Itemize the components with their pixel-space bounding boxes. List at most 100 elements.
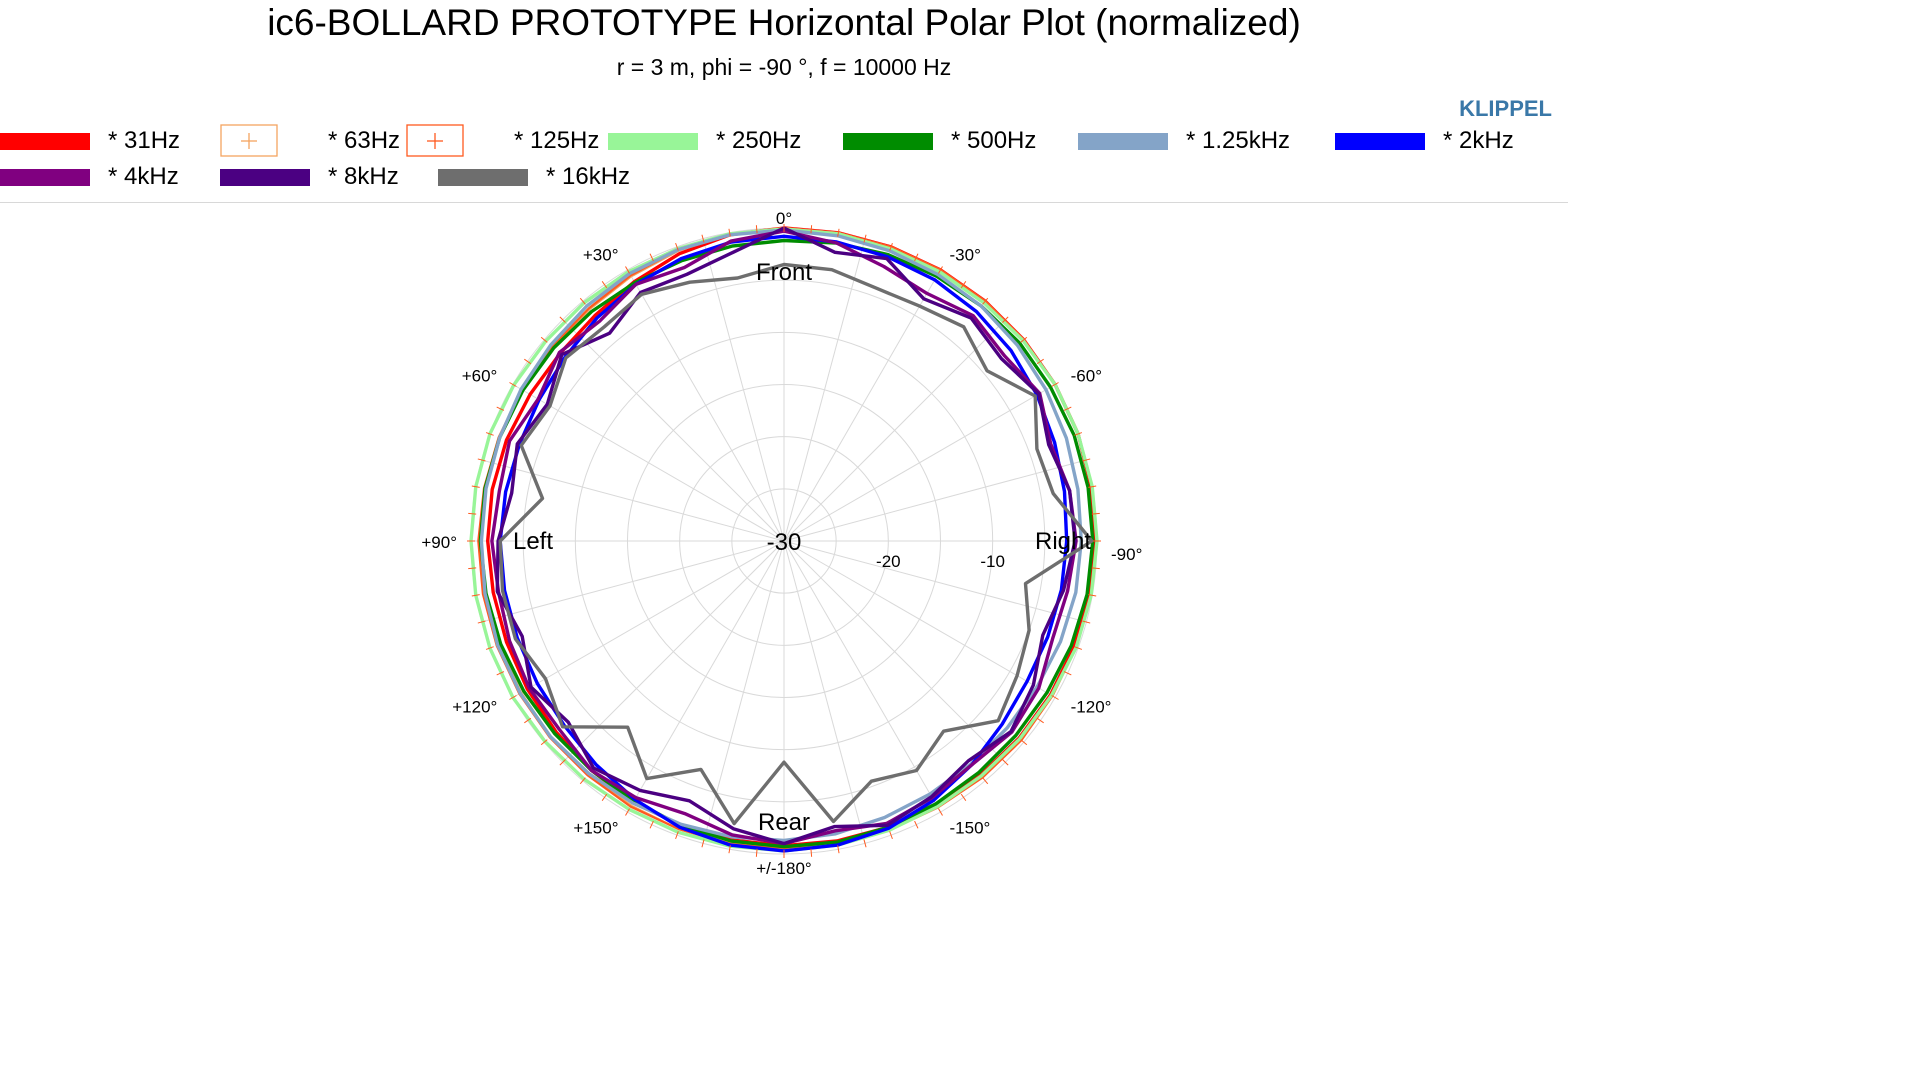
angle-tick [938, 266, 943, 274]
angle-tick-label: +90° [421, 533, 457, 552]
series-line [478, 238, 1095, 849]
angle-tick [889, 831, 893, 840]
series-line [495, 226, 1077, 846]
angle-tick [649, 820, 654, 829]
grid-spoke [783, 540, 1087, 623]
angle-tick [579, 777, 586, 785]
angle-tick [1091, 567, 1100, 570]
grid-spoke [702, 540, 785, 844]
angle-tick [1082, 620, 1091, 624]
angle-tick [477, 620, 486, 624]
angle-tick [810, 848, 813, 857]
divider [0, 202, 1568, 203]
angle-tick [675, 242, 679, 251]
angle-tick [675, 831, 679, 840]
legend-label: * 8kHz [328, 163, 399, 190]
angle-tick [701, 839, 705, 848]
angle-tick [1036, 717, 1044, 724]
direction-label-right: Right [1035, 528, 1091, 555]
legend-label: * 250Hz [716, 127, 802, 154]
legend-swatch [0, 169, 90, 186]
legend-swatch [220, 169, 310, 186]
angle-tick [1020, 336, 1028, 343]
legend-label: * 125Hz [514, 127, 600, 154]
angle-tick-label: +/-180° [756, 859, 811, 878]
radial-tick-label: -30 [767, 529, 802, 556]
angle-tick [889, 242, 893, 251]
angle-tick [625, 266, 630, 274]
angle-tick [485, 646, 494, 650]
angle-tick [477, 458, 486, 462]
legend-label: * 31Hz [108, 127, 181, 154]
direction-label-front: Front [756, 259, 812, 286]
legend-item: * 8kHz [220, 160, 460, 194]
angle-tick [728, 845, 731, 854]
angle-tick [982, 777, 989, 785]
legend-item: * 31Hz [0, 124, 240, 158]
angle-tick [559, 316, 566, 323]
angle-tick [1002, 759, 1009, 766]
angle-tick [1020, 739, 1028, 746]
radial-tick-label: -10 [980, 552, 1005, 571]
legend-item: * 250Hz [608, 124, 848, 158]
grid-spoke [783, 540, 1006, 763]
angle-tick [496, 406, 505, 411]
legend-swatch [1335, 133, 1425, 150]
angle-tick [601, 793, 608, 801]
angle-tick [559, 759, 566, 766]
angle-tick [1088, 594, 1097, 597]
angle-tick [579, 297, 586, 305]
angle-tick [509, 382, 517, 387]
angle-tick-label: +60° [462, 367, 498, 386]
angle-tick [468, 567, 477, 570]
grid-spoke [481, 540, 785, 623]
angle-tick [1051, 695, 1059, 700]
grid-spoke [627, 540, 785, 813]
angle-tick [982, 297, 989, 305]
angle-tick-label: +30° [583, 245, 619, 264]
legend-item: * 125Hz [406, 124, 646, 158]
angle-tick-label: -90° [1111, 545, 1142, 564]
angle-tick-label: -60° [1071, 367, 1102, 386]
direction-label-rear: Rear [758, 809, 810, 836]
angle-tick [485, 432, 494, 436]
legend-item: * 16kHz [438, 160, 678, 194]
legend-swatch [843, 133, 933, 150]
legend-swatch [1078, 133, 1168, 150]
legend-swatch [438, 169, 528, 186]
angle-tick [496, 671, 505, 676]
legend-item: * 1.25kHz [1078, 124, 1318, 158]
grid-spoke [783, 540, 866, 844]
legend-swatch [220, 124, 278, 157]
chart-title: ic6-BOLLARD PROTOTYPE Horizontal Polar P… [267, 2, 1301, 43]
angle-tick [1088, 485, 1097, 488]
legend-label: * 500Hz [951, 127, 1037, 154]
angle-tick [1036, 358, 1044, 365]
angle-tick [1082, 458, 1091, 462]
radial-tick-label: -20 [876, 552, 901, 571]
brand-logo: KLIPPEL [1459, 96, 1552, 121]
angle-tick [471, 594, 480, 597]
legend-item: * 2kHz [1335, 124, 1575, 158]
angle-tick-label: -30° [950, 245, 981, 264]
grid-spoke [562, 319, 785, 542]
angle-tick-label: 0° [776, 209, 792, 228]
angle-tick [509, 695, 517, 700]
legend-label: * 63Hz [328, 127, 401, 154]
legend-item: * 500Hz [843, 124, 1083, 158]
angle-tick [728, 228, 731, 237]
angle-tick [701, 234, 705, 243]
angle-tick [837, 845, 840, 854]
angle-tick [471, 485, 480, 488]
angle-tick-label: -150° [950, 819, 991, 838]
angle-tick [837, 228, 840, 237]
angle-tick [1002, 316, 1009, 323]
grid-spoke [783, 459, 1087, 542]
angle-tick [649, 253, 654, 262]
angle-tick [960, 793, 967, 801]
angle-tick [914, 820, 919, 829]
angle-tick [524, 358, 532, 365]
chart-subtitle: r = 3 m, phi = -90 °, f = 10000 Hz [616, 54, 952, 80]
angle-tick [468, 512, 477, 515]
legend-swatch [406, 124, 464, 157]
